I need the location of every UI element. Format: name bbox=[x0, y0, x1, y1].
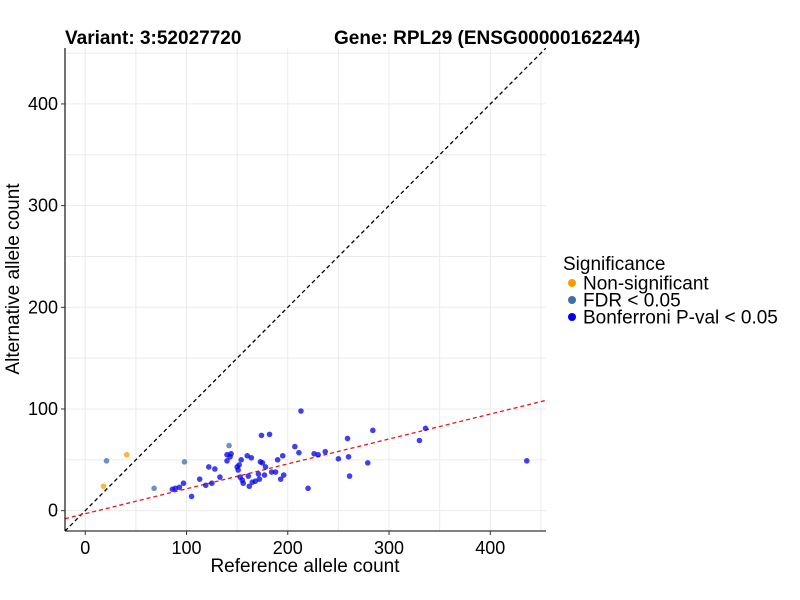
y-tick-label: 100 bbox=[28, 399, 58, 419]
data-point bbox=[255, 471, 262, 477]
data-point bbox=[315, 451, 321, 458]
data-point bbox=[266, 431, 273, 438]
data-point bbox=[226, 442, 232, 449]
data-point bbox=[212, 466, 218, 472]
legend-title: Significance bbox=[563, 254, 665, 275]
data-point bbox=[209, 480, 215, 487]
data-point bbox=[261, 472, 268, 478]
data-point bbox=[224, 458, 230, 464]
data-point bbox=[151, 485, 157, 492]
x-tick-label: 200 bbox=[273, 538, 303, 558]
data-point bbox=[123, 451, 130, 458]
legend-swatch bbox=[568, 296, 576, 304]
regression-line bbox=[65, 399, 546, 520]
chart-title-right: Gene: RPL29 (ENSG00000162244) bbox=[334, 28, 640, 49]
data-point bbox=[256, 476, 263, 482]
data-points bbox=[100, 408, 530, 500]
data-point bbox=[245, 473, 252, 479]
x-axis-label: Reference allele count bbox=[210, 556, 400, 577]
reference-lines bbox=[65, 48, 546, 531]
x-tick-label: 100 bbox=[171, 538, 201, 558]
data-point bbox=[236, 462, 242, 468]
data-point bbox=[262, 464, 269, 470]
data-point bbox=[279, 452, 286, 459]
data-point bbox=[235, 467, 241, 473]
x-tick-label: 400 bbox=[475, 538, 505, 558]
chart-title-left: Variant: 3:52027720 bbox=[65, 28, 241, 49]
data-point bbox=[364, 460, 371, 466]
data-point bbox=[296, 449, 302, 456]
legend-entry-label: Bonferroni P-val < 0.05 bbox=[583, 308, 778, 329]
data-point bbox=[248, 454, 255, 461]
data-point bbox=[422, 425, 429, 432]
data-point bbox=[305, 485, 311, 492]
data-point bbox=[100, 483, 107, 490]
data-point bbox=[205, 464, 212, 470]
data-point bbox=[268, 469, 275, 475]
data-point bbox=[280, 472, 287, 478]
data-point bbox=[292, 443, 298, 450]
data-point bbox=[202, 482, 209, 489]
data-point bbox=[344, 435, 351, 442]
data-point bbox=[274, 457, 281, 463]
data-point bbox=[240, 480, 247, 487]
data-point bbox=[298, 408, 304, 414]
data-point bbox=[196, 476, 203, 482]
data-point bbox=[346, 473, 353, 479]
data-point bbox=[370, 427, 376, 434]
data-point bbox=[217, 474, 223, 480]
data-point bbox=[322, 448, 329, 455]
y-axis-label: Alternative allele count bbox=[3, 183, 24, 375]
data-point bbox=[259, 460, 266, 466]
data-point bbox=[258, 432, 265, 439]
data-point bbox=[238, 457, 244, 463]
data-point bbox=[103, 458, 110, 464]
data-point bbox=[523, 458, 530, 464]
legend-swatch bbox=[568, 279, 576, 287]
y-tick-label: 400 bbox=[28, 94, 58, 114]
legend-entry-label: FDR < 0.05 bbox=[583, 291, 681, 312]
legend-entry-label: Non-significant bbox=[583, 274, 709, 295]
data-point bbox=[335, 456, 342, 462]
x-tick-label: 300 bbox=[374, 538, 404, 558]
data-point bbox=[188, 493, 195, 500]
data-point bbox=[345, 453, 352, 460]
axes: 0 100 200 300 400 0 100 200 300 400 bbox=[28, 48, 546, 558]
data-point bbox=[176, 484, 183, 491]
data-point bbox=[272, 469, 279, 475]
data-point bbox=[228, 450, 234, 457]
data-point bbox=[416, 437, 423, 444]
data-point bbox=[180, 480, 187, 487]
y-tick-label: 300 bbox=[28, 196, 58, 216]
identity-line bbox=[65, 48, 546, 531]
data-point bbox=[277, 476, 284, 482]
gridlines bbox=[65, 48, 546, 531]
legend-swatch bbox=[568, 313, 576, 321]
data-point bbox=[181, 459, 188, 465]
x-tick-label: 0 bbox=[80, 538, 90, 558]
y-tick-label: 0 bbox=[48, 501, 58, 521]
y-tick-label: 200 bbox=[28, 297, 58, 317]
data-point bbox=[246, 483, 253, 490]
